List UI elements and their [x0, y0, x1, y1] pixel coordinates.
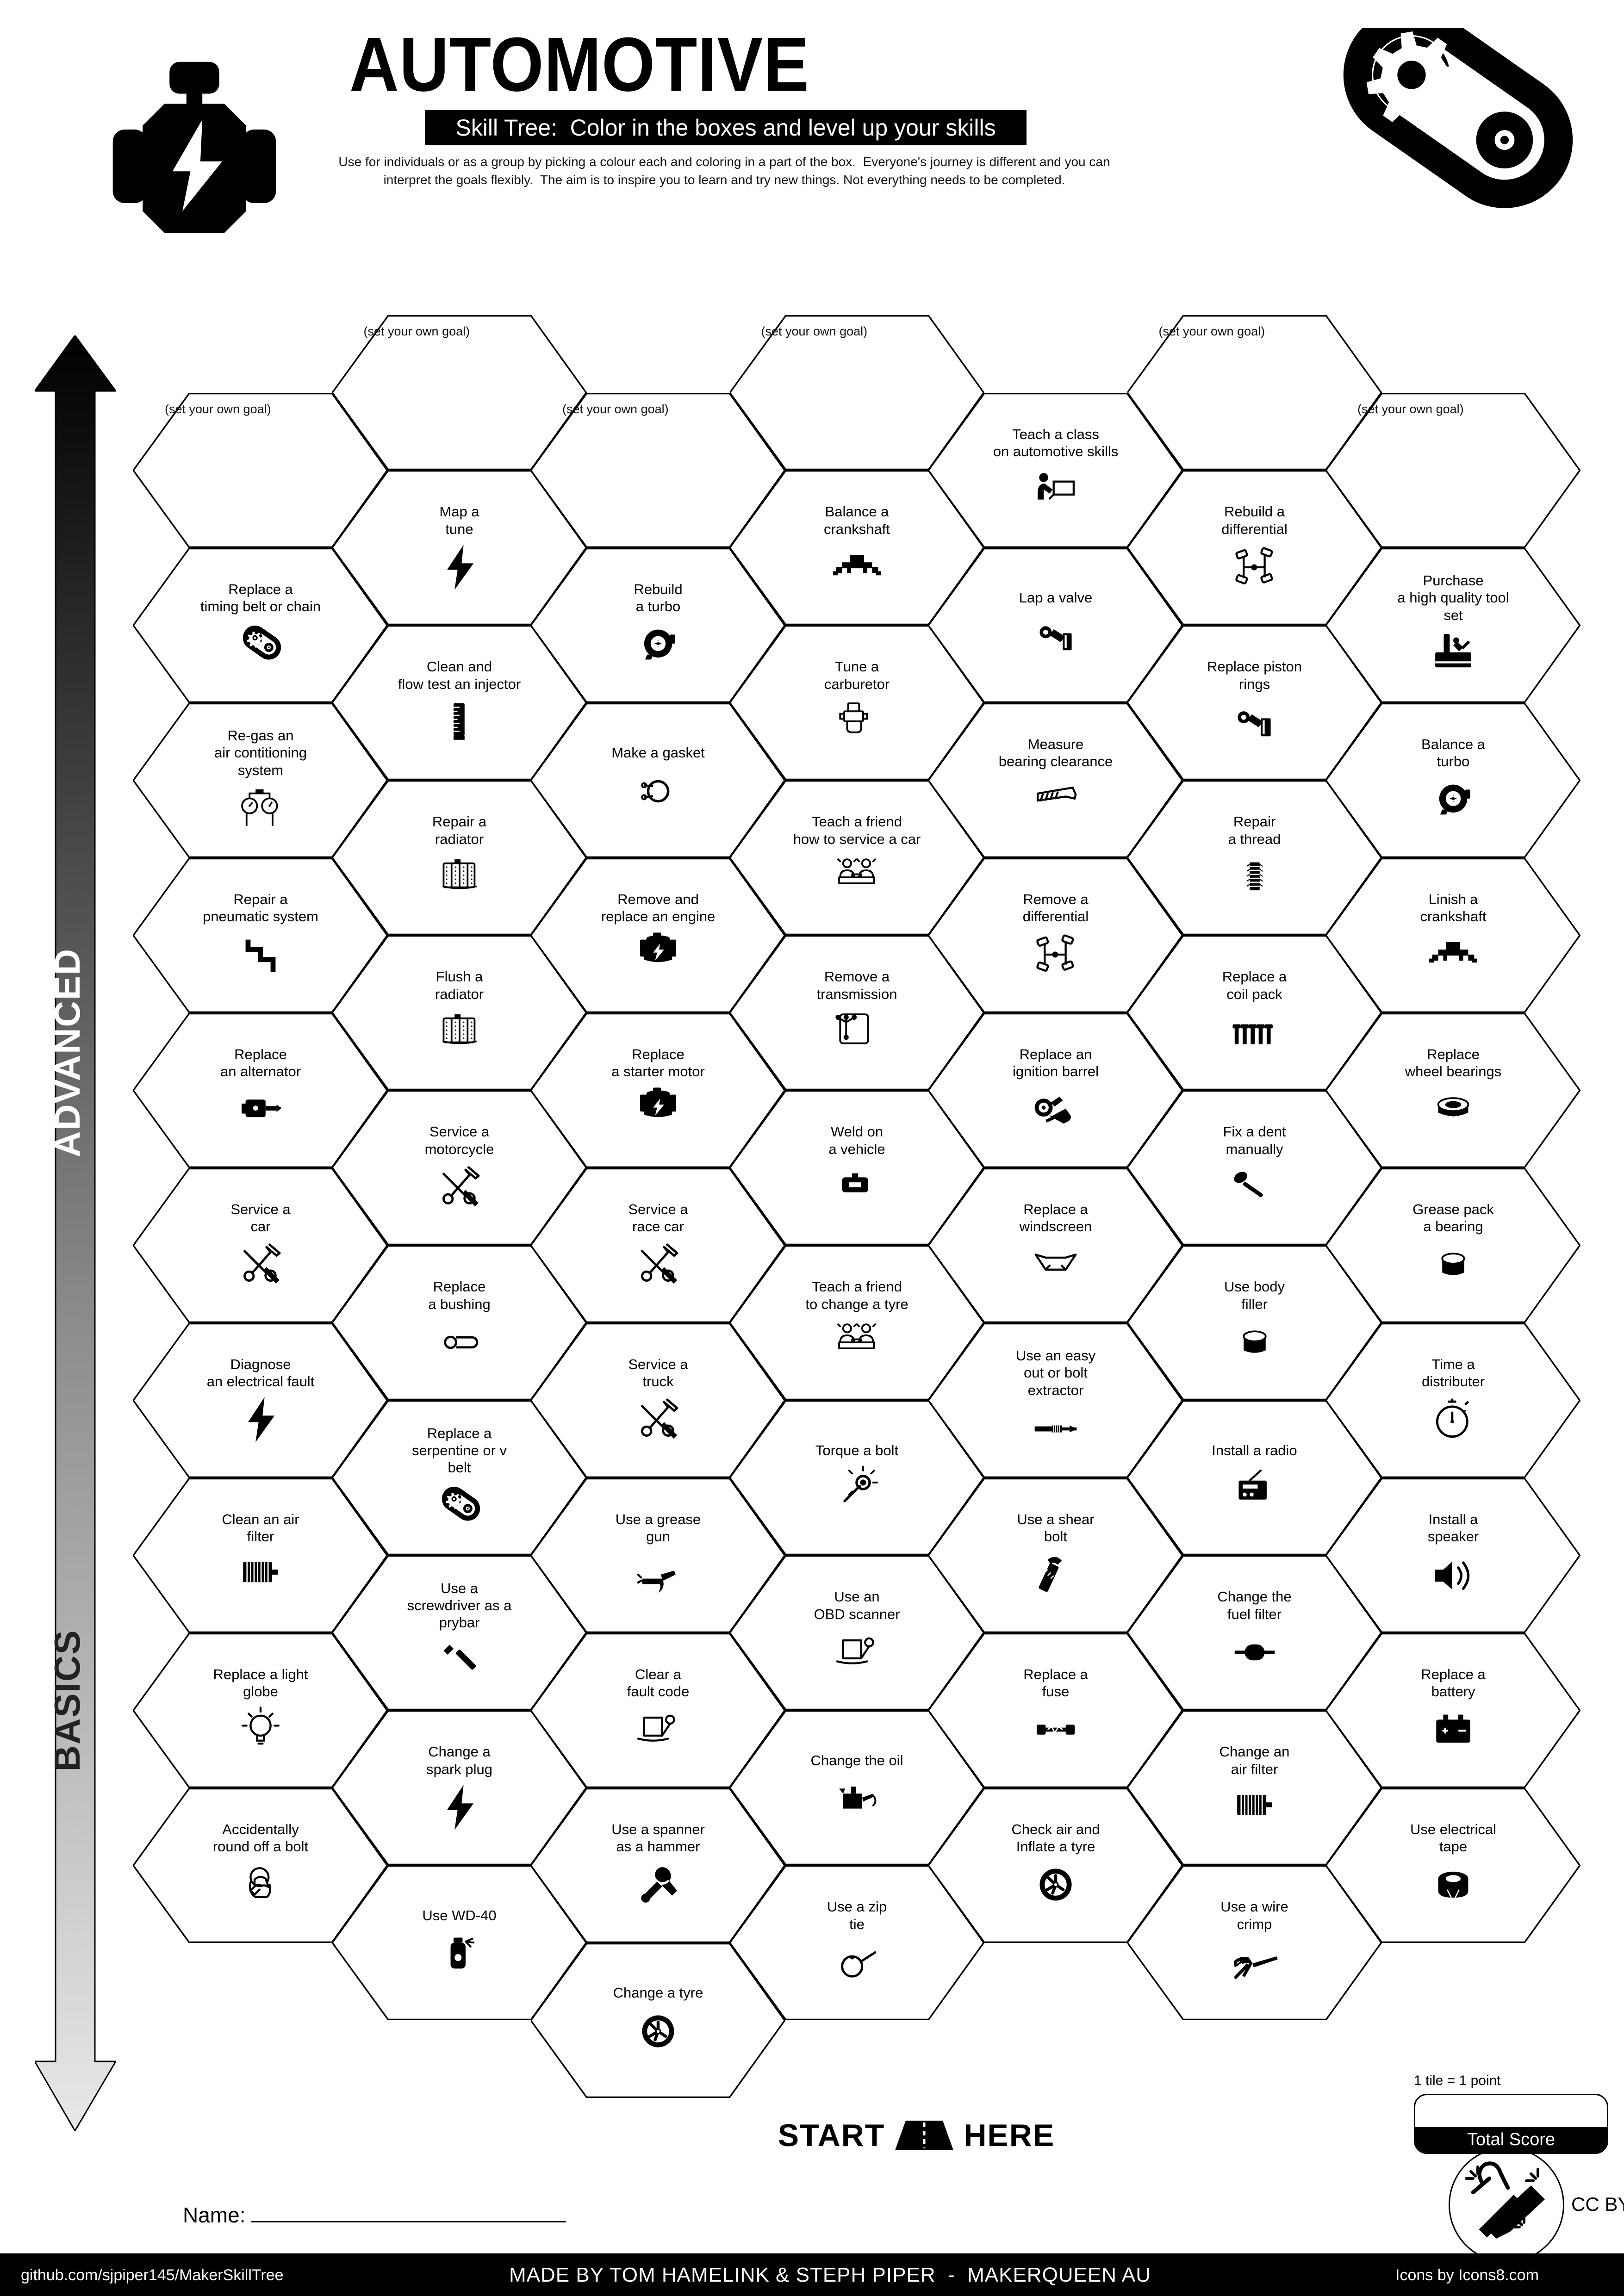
svg-text:BASICS: BASICS [47, 1630, 87, 1772]
svg-text:ADVANCED: ADVANCED [47, 948, 87, 1157]
